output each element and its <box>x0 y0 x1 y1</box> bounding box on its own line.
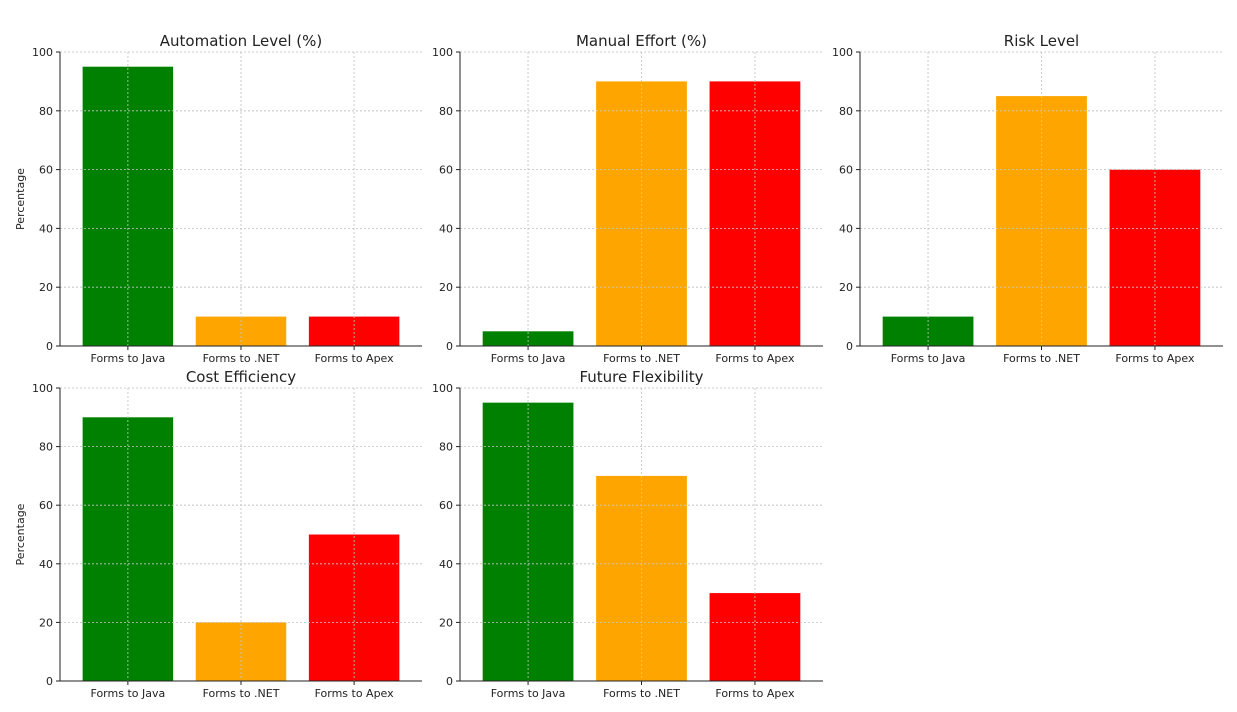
x-tick-label: Forms to Apex <box>715 687 795 700</box>
x-tick-label: Forms to Java <box>91 352 166 365</box>
x-tick-label: Forms to .NET <box>1003 352 1080 365</box>
y-tick-label: 0 <box>46 675 53 688</box>
y-tick-label: 60 <box>439 499 453 512</box>
y-tick-label: 20 <box>439 616 453 629</box>
chart-panel-2: 0 20 40 60 80 100 Forms to Java Forms to .NET Fo… <box>432 32 823 365</box>
chart-title: Risk Level <box>1004 32 1079 50</box>
x-tick-label: Forms to Apex <box>715 352 795 365</box>
y-tick-label: 80 <box>439 105 453 118</box>
chart-title: Cost Efficiency <box>186 368 296 386</box>
x-tick-label: Forms to .NET <box>603 687 680 700</box>
chart-title: Manual Effort (%) <box>576 32 707 50</box>
chart-panel-5: 0 20 40 60 80 100 Forms to Java Forms to .NET Fo… <box>432 368 823 700</box>
x-tick-label: Forms to .NET <box>603 352 680 365</box>
x-tick-label: Forms to Java <box>491 352 566 365</box>
chart-panel-4: 0 20 40 60 80 100 Forms to Java Forms to .NET Fo… <box>14 368 422 700</box>
y-tick-label: 20 <box>39 616 53 629</box>
y-tick-label: 100 <box>832 46 853 59</box>
y-tick-label: 20 <box>39 281 53 294</box>
chart-title: Automation Level (%) <box>160 32 322 50</box>
y-tick-label: 80 <box>39 441 53 454</box>
x-tick-label: Forms to Java <box>491 687 566 700</box>
y-tick-label: 0 <box>446 340 453 353</box>
y-tick-label: 40 <box>839 222 853 235</box>
y-tick-label: 0 <box>446 675 453 688</box>
y-tick-label: 80 <box>39 105 53 118</box>
bar-1 <box>482 331 574 346</box>
y-tick-label: 60 <box>39 499 53 512</box>
x-tick-label: Forms to Apex <box>1115 352 1195 365</box>
chart-title: Future Flexibility <box>579 368 703 386</box>
y-tick-label: 40 <box>39 558 53 571</box>
y-tick-label: 80 <box>839 105 853 118</box>
y-tick-label: 100 <box>432 46 453 59</box>
chart-panel-3: 0 20 40 60 80 100 Forms to Java Forms to .NET Fo… <box>832 32 1223 365</box>
y-axis-label: Percentage <box>14 168 27 230</box>
y-tick-label: 40 <box>439 558 453 571</box>
y-tick-label: 60 <box>839 164 853 177</box>
x-tick-label: Forms to .NET <box>203 352 280 365</box>
bar-2 <box>596 475 687 681</box>
y-tick-label: 0 <box>846 340 853 353</box>
x-tick-label: Forms to Java <box>891 352 966 365</box>
y-axis-label: Percentage <box>14 503 27 565</box>
y-tick-label: 100 <box>32 46 53 59</box>
y-tick-label: 100 <box>432 382 453 395</box>
y-tick-label: 40 <box>39 222 53 235</box>
y-tick-label: 20 <box>439 281 453 294</box>
x-tick-label: Forms to Apex <box>315 687 395 700</box>
y-tick-label: 60 <box>39 164 53 177</box>
x-tick-label: Forms to .NET <box>203 687 280 700</box>
chart-panel-1: 0 20 40 60 80 100 Forms to Java Forms to .NET Fo… <box>14 32 422 365</box>
x-tick-label: Forms to Apex <box>315 352 395 365</box>
y-tick-label: 60 <box>439 164 453 177</box>
x-tick-label: Forms to Java <box>91 687 166 700</box>
y-tick-label: 40 <box>439 222 453 235</box>
y-tick-label: 20 <box>839 281 853 294</box>
y-tick-label: 80 <box>439 441 453 454</box>
y-tick-label: 0 <box>46 340 53 353</box>
y-tick-label: 100 <box>32 382 53 395</box>
